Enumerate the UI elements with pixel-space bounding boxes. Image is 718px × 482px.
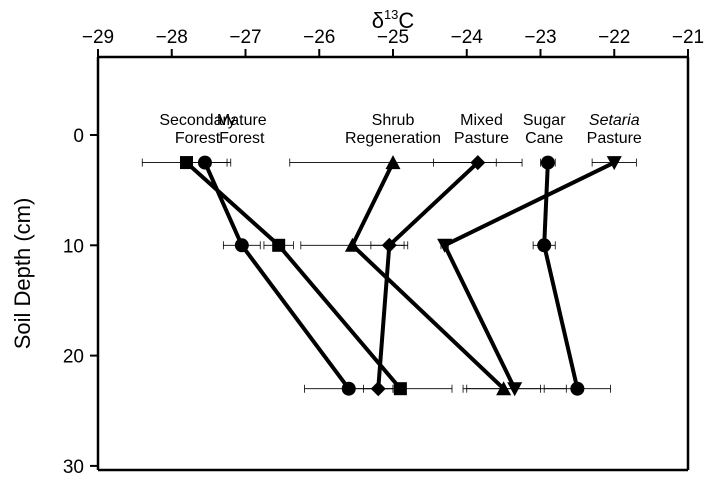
circle-marker [234,238,249,253]
series-label-line: Regeneration [345,130,441,147]
circle-marker [570,381,585,396]
series-label-line: Sugar [523,112,566,129]
series-label-line: Forest [175,130,221,147]
square-marker [393,382,407,396]
series-markers [437,156,622,397]
series-line [376,160,480,391]
triangle-down-marker [507,382,523,397]
series-label-line: Setaria [589,112,640,129]
series-label-line: Cane [525,130,563,147]
series-label-line: Shrub [372,112,415,129]
circle-marker [537,238,552,253]
x-tick-label: −27 [229,27,261,48]
triangle-up-marker [496,381,512,396]
series-label-line: Mixed [460,112,503,129]
series-errorbars [182,158,394,393]
series-markers [537,155,585,396]
series-markers [344,155,512,396]
triangle-up-marker [344,237,360,252]
x-axis-title-element: C [398,8,414,33]
square-marker [272,238,286,252]
y-tick-label: 0 [73,126,84,147]
series-markers [197,155,356,396]
x-tick-label: −23 [524,27,556,48]
triangle-down-marker [606,156,622,171]
x-tick-label: −29 [82,27,114,48]
series-label-line: Pasture [587,130,642,147]
x-axis-title-superscript: 13 [384,7,398,22]
triangle-up-marker [385,155,401,170]
x-tick-label: −28 [156,27,188,48]
circle-marker [341,381,356,396]
x-axis-title: δ13C [372,7,415,33]
x-axis-title-symbol: δ [372,8,384,33]
series-label-line: Pasture [454,130,509,147]
series-markers [180,156,407,396]
y-tick-label: 30 [63,457,84,478]
x-ticks-group: −29 −28 −27 −26 −25 −24 −23 −22 −21 [82,27,704,57]
series-label-line: Mature [217,112,267,129]
series-line [350,160,506,391]
y-tick-label: 20 [63,347,84,368]
x-tick-label: −24 [451,27,484,48]
series-layer [141,155,637,397]
triangle-down-marker [437,238,453,253]
y-axis-title: Soil Depth (cm) [10,198,35,350]
series-markers [370,155,486,397]
y-ticks-group: 0 10 20 30 [63,126,98,478]
x-tick-label: −22 [598,27,630,48]
diamond-marker [470,155,486,171]
series-label-line: Forest [219,130,265,147]
square-marker [180,156,193,170]
y-tick-label: 10 [63,236,84,257]
diamond-marker [370,381,386,397]
x-tick-label: −26 [303,27,335,48]
circle-marker [197,155,212,170]
series-label-line: Secondary [159,112,236,129]
x-tick-label: −25 [377,27,409,48]
x-tick-label: −21 [672,27,704,48]
diamond-marker [381,237,397,253]
circle-marker [540,155,555,170]
series-errorbars [141,158,453,393]
